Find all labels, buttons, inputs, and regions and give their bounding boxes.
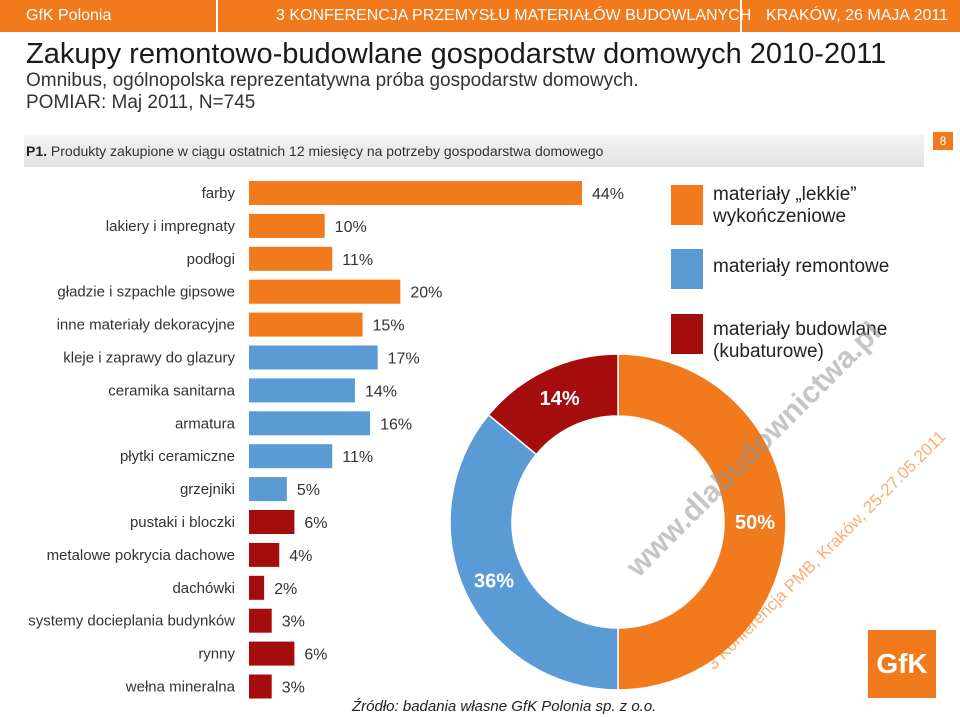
header-left: GfK Polonia xyxy=(26,7,112,24)
category-label: podłogi xyxy=(187,251,235,268)
category-label: grzejniki xyxy=(180,481,235,498)
bar-value-label: 10% xyxy=(335,219,367,236)
donut-chart: 50% 36% 14% xyxy=(449,353,787,691)
category-label: wełna mineralna xyxy=(125,679,236,696)
question-bar: P1. Produkty zakupione w ciągu ostatnich… xyxy=(24,135,924,167)
bar-value-label: 2% xyxy=(274,581,297,598)
category-label: dachówki xyxy=(172,580,235,597)
title-block: Zakupy remontowo-budowlane gospodarstw d… xyxy=(26,38,886,114)
donut-slice xyxy=(449,413,619,691)
bar-value-label: 4% xyxy=(289,548,312,565)
donut-slice xyxy=(617,353,787,691)
bar-value-label: 3% xyxy=(282,614,305,631)
category-label: rynny xyxy=(198,646,235,663)
legend-label: materiały remontowe xyxy=(713,256,890,277)
bar xyxy=(249,542,280,567)
bar-value-label: 11% xyxy=(342,252,373,269)
legend-item-remontowe: materiały remontowe xyxy=(713,256,889,278)
legend-label: materiały „lekkie” xyxy=(713,184,857,205)
category-label: lakiery i impregnaty xyxy=(106,218,236,235)
category-label: metalowe pokrycia dachowe xyxy=(47,547,235,564)
header-bar: GfK Polonia 3 KONFERENCJA PRZEMYSŁU MATE… xyxy=(0,0,960,32)
bar xyxy=(249,279,401,304)
donut-slice xyxy=(487,353,619,456)
bar xyxy=(249,213,325,238)
bar-value-label: 20% xyxy=(410,285,442,302)
header-divider xyxy=(740,0,742,32)
bar-value-label: 6% xyxy=(304,647,327,664)
legend-item-budowlane: materiały budowlane (kubaturowe) xyxy=(713,319,887,363)
category-label: armatura xyxy=(175,415,236,432)
question-text: Produkty zakupione w ciągu ostatnich 12 … xyxy=(50,143,604,159)
bar xyxy=(249,674,272,699)
header-right: KRAKÓW, 26 MAJA 2011 xyxy=(766,7,949,24)
category-label: płytki ceramiczne xyxy=(120,448,235,465)
bar xyxy=(249,181,582,205)
bar-value-label: 3% xyxy=(282,680,305,697)
question-code: P1. xyxy=(26,143,48,159)
category-label: kleje i zaprawy do glazury xyxy=(63,350,235,367)
header-divider xyxy=(216,0,218,32)
bar xyxy=(249,477,287,502)
donut-slice-label: 36% xyxy=(474,570,514,592)
subtitle-line-2: POMIAR: Maj 2011, N=745 xyxy=(26,92,256,113)
bar xyxy=(249,608,272,633)
bar-value-label: 15% xyxy=(373,318,405,335)
bar-value-label: 11% xyxy=(342,449,373,466)
gfk-logo: GfK xyxy=(868,630,936,698)
bar-value-label: 17% xyxy=(388,351,420,368)
subtitle-line-1: Omnibus, ogólnopolska reprezentatywna pr… xyxy=(26,70,639,91)
category-label: ceramika sanitarna xyxy=(108,382,235,399)
bar xyxy=(249,345,378,370)
bar xyxy=(249,575,265,600)
bar xyxy=(249,378,355,403)
legend-label: (kubaturowe) xyxy=(713,341,824,362)
legend-label: materiały budowlane xyxy=(713,319,888,340)
bar-value-label: 14% xyxy=(365,383,397,400)
page-title: Zakupy remontowo-budowlane gospodarstw d… xyxy=(26,38,887,70)
legend-item-lekkie: materiały „lekkie” wykończeniowe xyxy=(713,184,857,228)
bar-value-label: 5% xyxy=(297,482,320,499)
legend-swatch-remontowe xyxy=(671,249,703,289)
bar xyxy=(249,641,295,666)
legend-label: wykończeniowe xyxy=(713,206,847,227)
category-label: inne materiały dekoracyjne xyxy=(57,317,235,334)
legend-swatch-lekkie xyxy=(671,185,703,225)
bar-value-label: 44% xyxy=(592,186,624,203)
category-label: farby xyxy=(202,185,236,202)
bar-value-label: 16% xyxy=(380,416,412,433)
bar xyxy=(249,246,333,271)
bar xyxy=(249,411,371,436)
source-note: Źródło: badania własne GfK Polonia sp. z… xyxy=(352,698,657,715)
page-number: 8 xyxy=(933,132,953,150)
category-label: systemy docieplania budynków xyxy=(28,613,235,630)
legend-swatch-budowlane xyxy=(671,314,703,354)
category-label: gładzie i szpachle gipsowe xyxy=(57,284,235,301)
header-center: 3 KONFERENCJA PRZEMYSŁU MATERIAŁÓW BUDOW… xyxy=(276,7,752,24)
bar-value-label: 6% xyxy=(304,515,327,532)
bar xyxy=(249,312,363,337)
bar-chart: farby 44% lakiery i impregnaty 10% podłogi 11… xyxy=(28,181,624,699)
donut-slice-label: 14% xyxy=(540,388,580,410)
category-label: pustaki i bloczki xyxy=(130,514,235,531)
bar xyxy=(249,510,295,534)
bar xyxy=(249,444,333,469)
donut-slice-label: 50% xyxy=(735,512,775,534)
